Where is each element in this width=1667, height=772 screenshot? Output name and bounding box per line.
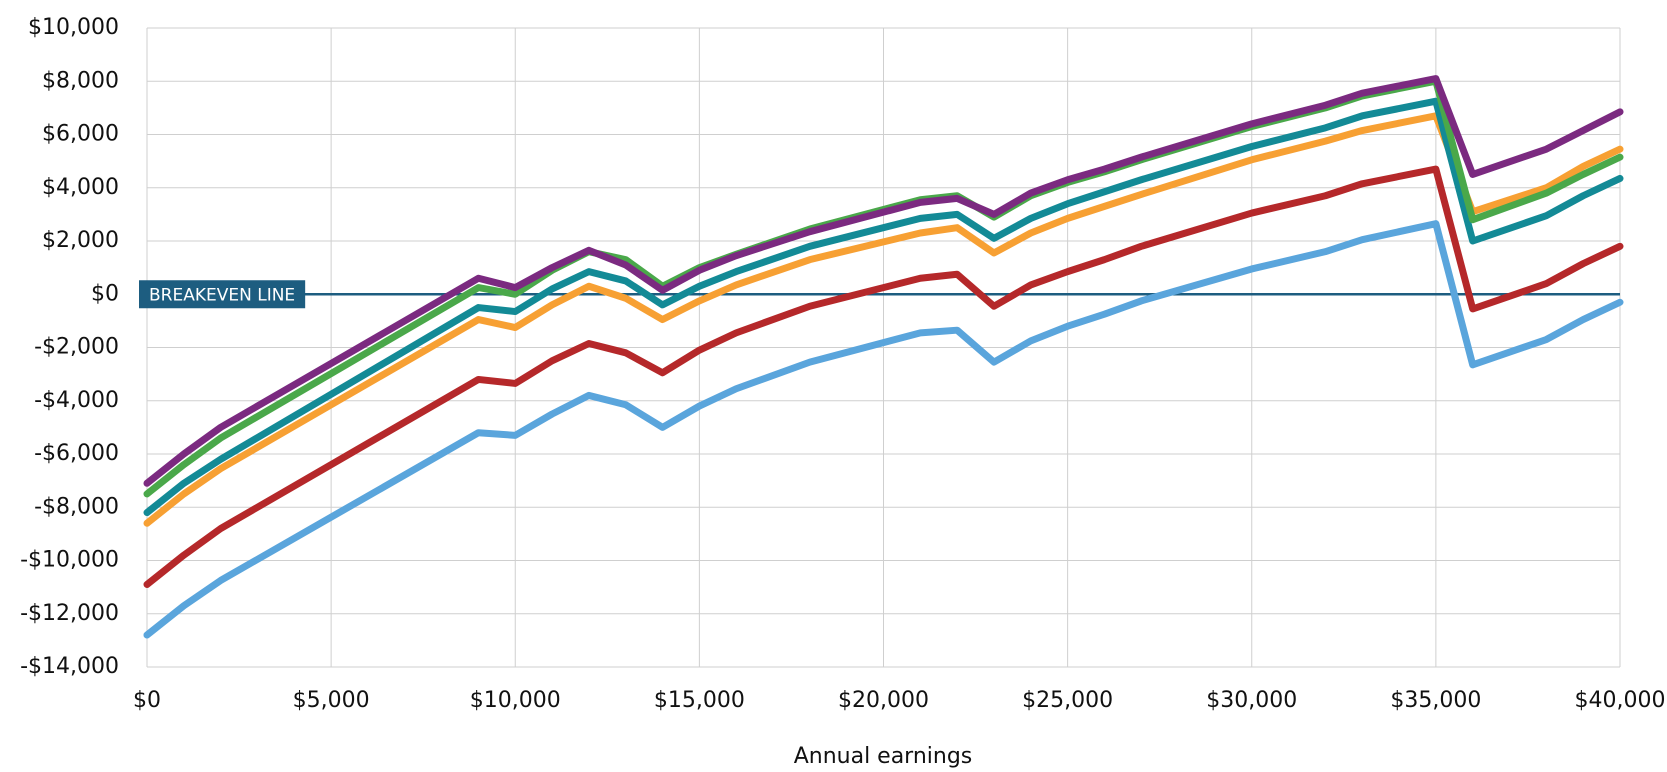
series-line bbox=[143, 165, 1624, 588]
x-tick-label: $20,000 bbox=[838, 688, 929, 713]
x-axis-label: Annual earnings bbox=[794, 744, 973, 769]
y-tick-label: $6,000 bbox=[42, 122, 119, 147]
y-tick-label: $8,000 bbox=[42, 68, 119, 93]
x-tick-label: $10,000 bbox=[470, 688, 561, 713]
series-line bbox=[143, 112, 1624, 527]
x-tick-label: $30,000 bbox=[1206, 688, 1297, 713]
y-tick-label: -$10,000 bbox=[20, 548, 119, 573]
x-tick-label: $15,000 bbox=[654, 688, 745, 713]
series-line bbox=[143, 97, 1624, 517]
y-tick-label: -$8,000 bbox=[34, 494, 119, 519]
x-tick-label: $25,000 bbox=[1022, 688, 1113, 713]
y-tick-label: -$4,000 bbox=[34, 388, 119, 413]
breakeven-label-box bbox=[139, 280, 306, 309]
x-tick-label: $5,000 bbox=[293, 688, 370, 713]
y-tick-label: -$2,000 bbox=[34, 335, 119, 360]
series-line bbox=[143, 75, 1624, 487]
y-tick-label: $2,000 bbox=[42, 228, 119, 253]
y-tick-label: $10,000 bbox=[28, 15, 119, 40]
y-tick-label: $4,000 bbox=[42, 175, 119, 200]
y-tick-label: -$6,000 bbox=[34, 441, 119, 466]
y-tick-label: -$12,000 bbox=[20, 601, 119, 626]
breakeven-label-text: BREAKEVEN LINE bbox=[149, 285, 295, 305]
breakeven-label: BREAKEVEN LINE bbox=[139, 280, 306, 309]
y-tick-label: -$14,000 bbox=[20, 654, 119, 679]
series-line bbox=[143, 220, 1624, 639]
x-tick-label: $0 bbox=[133, 688, 161, 713]
y-tick-label: $0 bbox=[91, 281, 119, 306]
x-tick-label: $35,000 bbox=[1390, 688, 1481, 713]
x-tick-label: $40,000 bbox=[1575, 688, 1666, 713]
